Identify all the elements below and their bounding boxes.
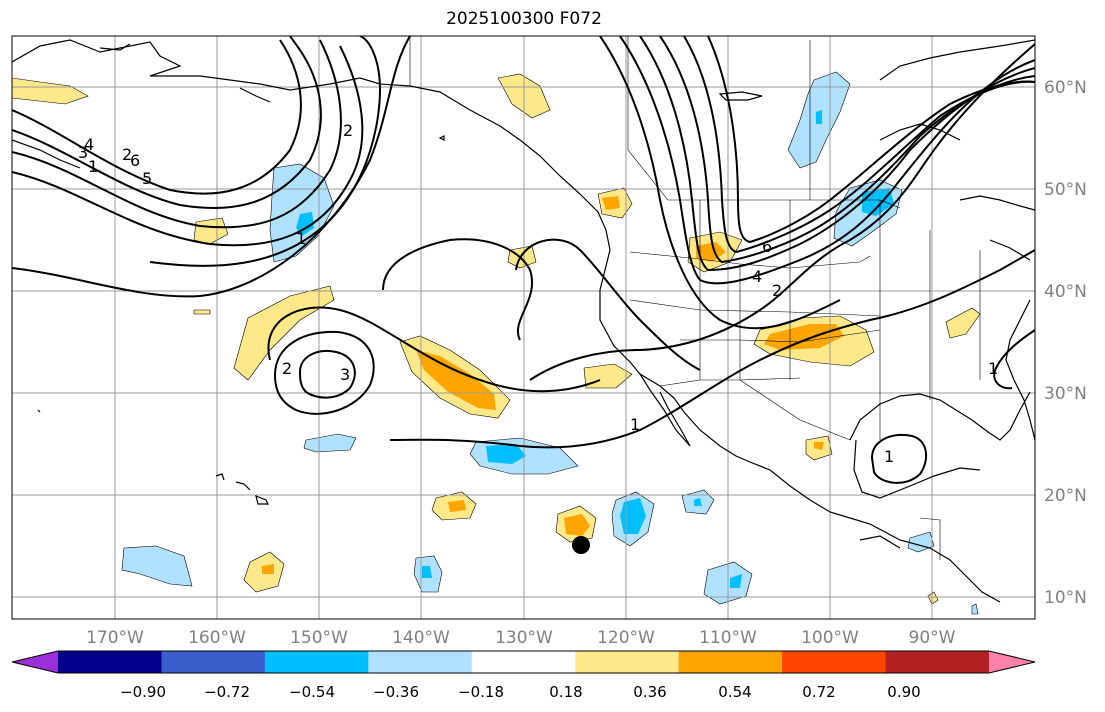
contour-label: 5 bbox=[142, 169, 152, 188]
contour-label: 2 bbox=[343, 121, 353, 140]
coastlines bbox=[12, 39, 1035, 603]
colorbar-segment bbox=[368, 651, 473, 673]
colorbar-tick-labels: −0.90 −0.72 −0.54 −0.36 −0.18 0.18 0.36 … bbox=[120, 683, 921, 701]
colorbar-tick-label: 0.72 bbox=[802, 683, 835, 701]
strong-positive-anomaly-shading bbox=[262, 196, 844, 574]
lon-label: 150°W bbox=[290, 628, 348, 648]
colorbar-segment bbox=[575, 651, 680, 673]
contour-label: 1 bbox=[884, 447, 894, 466]
lon-label: 170°W bbox=[86, 628, 144, 648]
contour-label: 3 bbox=[78, 143, 88, 162]
colorbar-tick-label: 0.54 bbox=[718, 683, 751, 701]
contour-label: 1 bbox=[296, 229, 306, 248]
contour-label: 4 bbox=[752, 267, 762, 286]
lon-label: 140°W bbox=[392, 628, 450, 648]
lon-label: 90°W bbox=[909, 628, 956, 648]
colorbar-tick-label: 0.18 bbox=[549, 683, 582, 701]
strong-negative-anomaly-shading bbox=[296, 110, 894, 588]
colorbar-segment bbox=[885, 651, 990, 673]
colorbar-extend-max bbox=[989, 651, 1035, 673]
colorbar-segment bbox=[678, 651, 783, 673]
lat-label: 10°N bbox=[1044, 588, 1087, 608]
contour-label: 2 bbox=[772, 281, 782, 300]
contour-lines bbox=[12, 36, 1035, 484]
colorbar-segment bbox=[782, 651, 887, 673]
colorbar-tick-label: −0.90 bbox=[120, 683, 166, 701]
colorbar-segment bbox=[58, 651, 162, 673]
contour-label: 2 bbox=[282, 359, 292, 378]
map-title: 2025100300 F072 bbox=[446, 9, 602, 29]
lon-label: 100°W bbox=[801, 628, 859, 648]
contour-label: 2 bbox=[122, 145, 132, 164]
colorbar bbox=[11, 650, 1036, 674]
longitude-labels: 170°W 160°W 150°W 140°W 130°W 120°W 110°… bbox=[86, 628, 956, 648]
latitude-labels: 60°N 50°N 40°N 30°N 20°N 10°N bbox=[1044, 78, 1087, 608]
lat-label: 40°N bbox=[1044, 282, 1087, 302]
colorbar-tick-label: −0.72 bbox=[204, 683, 250, 701]
colorbar-segment bbox=[161, 651, 266, 673]
colorbar-tick-label: −0.36 bbox=[373, 683, 419, 701]
lat-label: 60°N bbox=[1044, 78, 1087, 98]
contour-label: 1 bbox=[88, 157, 98, 176]
colorbar-outline bbox=[11, 650, 1036, 674]
colorbar-segment bbox=[264, 651, 369, 673]
colorbar-tick-label: −0.18 bbox=[458, 683, 504, 701]
map-frame bbox=[11, 35, 1036, 620]
colorbar-segment bbox=[471, 651, 576, 673]
colorbar-tick-label: −0.54 bbox=[289, 683, 335, 701]
storm-position-marker bbox=[572, 536, 590, 554]
graticule bbox=[12, 36, 1035, 619]
lon-label: 110°W bbox=[699, 628, 757, 648]
lon-label: 160°W bbox=[188, 628, 246, 648]
contour-label: 6 bbox=[130, 151, 140, 170]
contour-label: 4 bbox=[84, 135, 94, 154]
lon-label: 130°W bbox=[495, 628, 553, 648]
lat-label: 30°N bbox=[1044, 384, 1087, 404]
contour-label: 1 bbox=[988, 359, 998, 378]
contour-label: 6 bbox=[762, 237, 772, 256]
contour-label-group: 1 2 3 4 5 6 1 2 1 2 3 4 6 2 1 1 bbox=[78, 121, 998, 466]
lon-label: 120°W bbox=[597, 628, 655, 648]
lat-label: 20°N bbox=[1044, 486, 1087, 506]
colorbar-tick-label: 0.90 bbox=[887, 683, 920, 701]
contour-label: 1 bbox=[630, 415, 640, 434]
contour-label: 3 bbox=[340, 365, 350, 384]
colorbar-extend-min bbox=[12, 651, 58, 673]
lat-label: 50°N bbox=[1044, 180, 1087, 200]
colorbar-tick-label: 0.36 bbox=[633, 683, 666, 701]
